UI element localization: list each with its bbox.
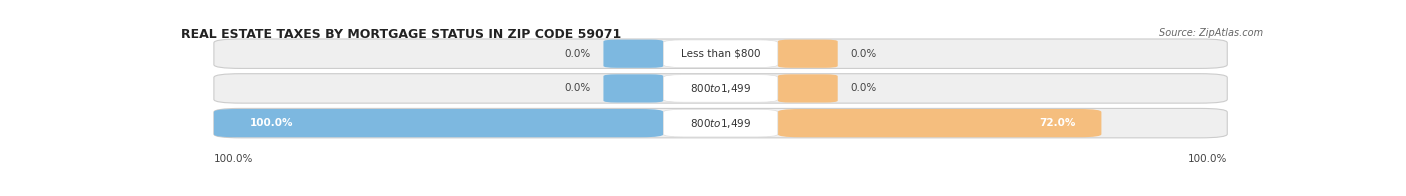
Text: 0.0%: 0.0% (851, 49, 877, 59)
Text: 100.0%: 100.0% (1188, 154, 1227, 164)
Text: $800 to $1,499: $800 to $1,499 (690, 117, 751, 130)
FancyBboxPatch shape (778, 74, 838, 103)
FancyBboxPatch shape (214, 109, 664, 137)
FancyBboxPatch shape (603, 40, 664, 68)
Text: 0.0%: 0.0% (851, 83, 877, 93)
FancyBboxPatch shape (664, 109, 778, 137)
Text: $800 to $1,499: $800 to $1,499 (690, 82, 751, 95)
Text: 100.0%: 100.0% (214, 154, 253, 164)
FancyBboxPatch shape (778, 40, 838, 68)
Text: 100.0%: 100.0% (250, 118, 294, 128)
FancyBboxPatch shape (214, 74, 1227, 103)
Text: REAL ESTATE TAXES BY MORTGAGE STATUS IN ZIP CODE 59071: REAL ESTATE TAXES BY MORTGAGE STATUS IN … (181, 28, 621, 41)
FancyBboxPatch shape (664, 40, 778, 67)
FancyBboxPatch shape (214, 108, 1227, 138)
FancyBboxPatch shape (778, 109, 1101, 137)
FancyBboxPatch shape (214, 39, 1227, 68)
Text: 72.0%: 72.0% (1039, 118, 1076, 128)
Text: 0.0%: 0.0% (564, 83, 591, 93)
Text: Source: ZipAtlas.com: Source: ZipAtlas.com (1159, 28, 1263, 38)
Text: 0.0%: 0.0% (564, 49, 591, 59)
Text: Less than $800: Less than $800 (681, 49, 761, 59)
FancyBboxPatch shape (664, 75, 778, 102)
FancyBboxPatch shape (603, 74, 664, 103)
